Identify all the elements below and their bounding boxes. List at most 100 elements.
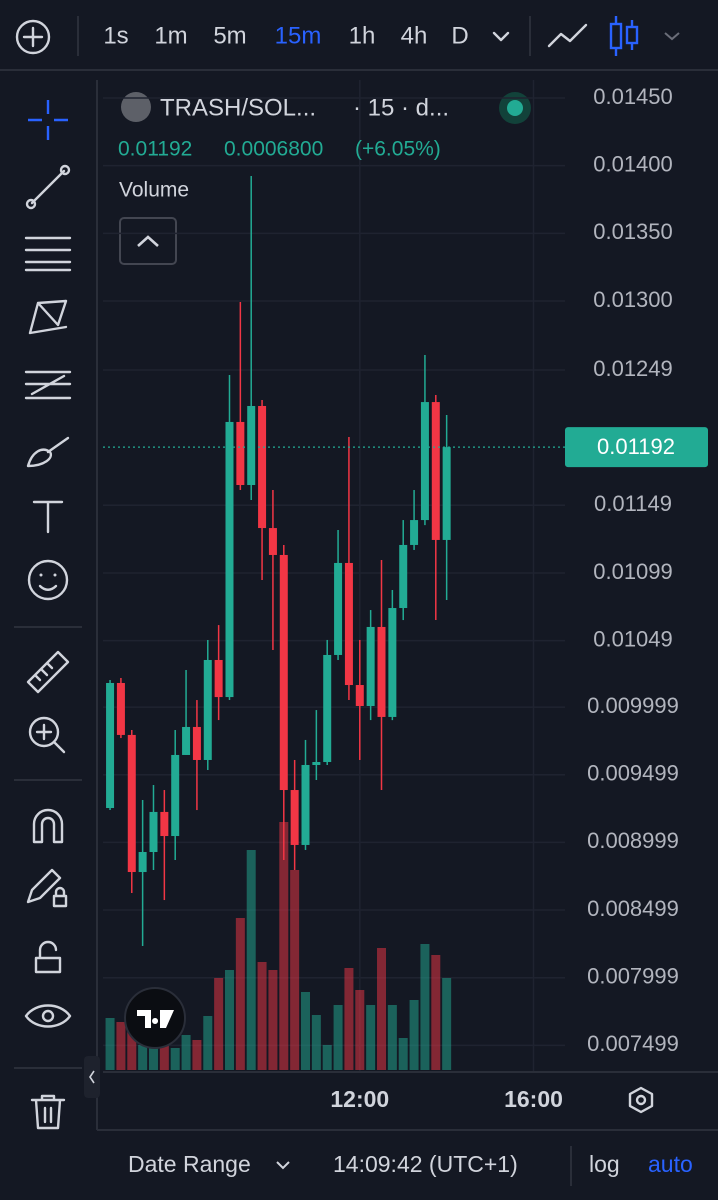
volume-bar: [224, 970, 234, 1070]
text-tool[interactable]: [32, 500, 64, 534]
log-toggle[interactable]: log: [589, 1151, 620, 1177]
volume-bar: [148, 1040, 158, 1070]
clock: 14:09:42 (UTC+1): [333, 1151, 518, 1177]
pattern-tool[interactable]: [28, 299, 68, 335]
volume-bar: [387, 1005, 397, 1070]
fib-tool[interactable]: [24, 236, 72, 272]
y-tick-label: 0.009999: [587, 693, 679, 718]
last-price-label: 0.01192: [597, 434, 675, 459]
emoji-tool[interactable]: [27, 559, 69, 601]
volume-bar: [366, 1005, 376, 1070]
candle-body: [149, 811, 158, 852]
zoom-tool[interactable]: [28, 716, 66, 754]
interval-button[interactable]: 1m: [154, 22, 187, 49]
add-button[interactable]: [15, 19, 51, 55]
candle-body: [160, 811, 169, 837]
volume-toggle[interactable]: [119, 217, 177, 265]
legend-close: 0.01192: [118, 138, 192, 161]
volume-label: Volume: [119, 179, 189, 202]
crosshair-tool[interactable]: [28, 100, 68, 140]
candle-body: [344, 562, 353, 686]
volume-bar: [322, 1045, 332, 1070]
candle-body: [116, 682, 125, 735]
y-tick-label: 0.007499: [587, 1031, 679, 1056]
lock-drawings[interactable]: [26, 868, 68, 908]
brush-tool[interactable]: [26, 436, 70, 468]
plot-area: [103, 80, 565, 1072]
y-tick-label: 0.009499: [587, 761, 679, 786]
legend-change: 0.0006800: [224, 138, 323, 161]
volume-bar: [105, 1018, 115, 1070]
interval-button[interactable]: 1s: [103, 22, 128, 49]
volume-bar: [300, 992, 310, 1070]
candle-body: [106, 682, 115, 809]
logo: [124, 987, 186, 1049]
settings-button[interactable]: [628, 1086, 654, 1114]
volume-bar: [409, 1000, 419, 1070]
volume-bar: [290, 870, 300, 1070]
volume-bar: [192, 1040, 202, 1070]
candle-body: [366, 626, 375, 706]
interval-info: · 15 · d...: [353, 94, 449, 121]
candle-body: [410, 520, 419, 545]
candle-body: [192, 726, 201, 760]
ruler-tool[interactable]: [26, 650, 70, 694]
volume-bar: [159, 1035, 169, 1070]
unlock-tool[interactable]: [34, 940, 62, 974]
hide-tool[interactable]: [24, 1004, 72, 1028]
legend-change-percent: (+6.05%): [355, 138, 441, 161]
candle-body: [399, 544, 408, 609]
candle-chart-button[interactable]: [609, 16, 639, 56]
y-tick-label: 0.01300: [593, 287, 673, 312]
interval-button[interactable]: 4h: [401, 22, 428, 49]
chart-type-dropdown[interactable]: [664, 32, 680, 41]
interval-button[interactable]: 1h: [349, 22, 376, 49]
trend-line-tool[interactable]: [25, 164, 71, 210]
candle-body: [301, 764, 310, 845]
interval-button[interactable]: 5m: [213, 22, 246, 49]
candle-body: [442, 447, 451, 540]
last-price-tag: [565, 427, 708, 468]
volume-bar: [279, 822, 289, 1070]
collapse-tab[interactable]: [84, 1056, 100, 1098]
volume-bar: [203, 1016, 213, 1070]
candle-body: [214, 659, 223, 698]
x-tick-label: 16:00: [504, 1086, 563, 1112]
footer: Date Range 14:09:42 (UTC+1) log auto: [97, 1129, 718, 1186]
volume-bar: [138, 1045, 148, 1070]
volume-bar: [257, 962, 267, 1070]
line-chart-button[interactable]: [547, 23, 588, 48]
volume-bar: [355, 990, 365, 1070]
interval-button[interactable]: D: [451, 22, 468, 49]
magnet-tool[interactable]: [32, 808, 64, 844]
volume-bar: [181, 1035, 191, 1070]
candle-body: [138, 851, 147, 873]
volume-bar: [268, 970, 278, 1070]
volume-bar: [442, 978, 452, 1070]
y-tick-label: 0.008999: [587, 828, 679, 853]
y-tick-label: 0.01400: [593, 151, 673, 176]
candle-body: [334, 562, 343, 655]
top-toolbar: [0, 16, 718, 71]
candle-body: [225, 421, 234, 698]
y-tick-label: 0.01350: [593, 219, 673, 244]
volume-bar: [333, 1005, 343, 1070]
trash-tool[interactable]: [30, 1094, 66, 1130]
candle-body: [388, 608, 397, 717]
y-tick-label: 0.01249: [593, 356, 673, 381]
y-tick-label: 0.007999: [587, 964, 679, 989]
candle-body: [268, 528, 277, 555]
y-tick-label: 0.01450: [593, 84, 673, 109]
volume-bar: [377, 948, 387, 1070]
candle-body: [377, 626, 386, 717]
interval-button[interactable]: 15m: [275, 22, 322, 49]
prediction-tool[interactable]: [24, 370, 72, 400]
interval-dropdown[interactable]: [492, 31, 510, 42]
volume-bar: [344, 968, 354, 1070]
volume-bar: [214, 978, 224, 1070]
auto-toggle[interactable]: auto: [648, 1151, 693, 1177]
candle-body: [431, 402, 440, 540]
date-range[interactable]: Date Range: [128, 1151, 251, 1177]
candle-body: [203, 659, 212, 760]
